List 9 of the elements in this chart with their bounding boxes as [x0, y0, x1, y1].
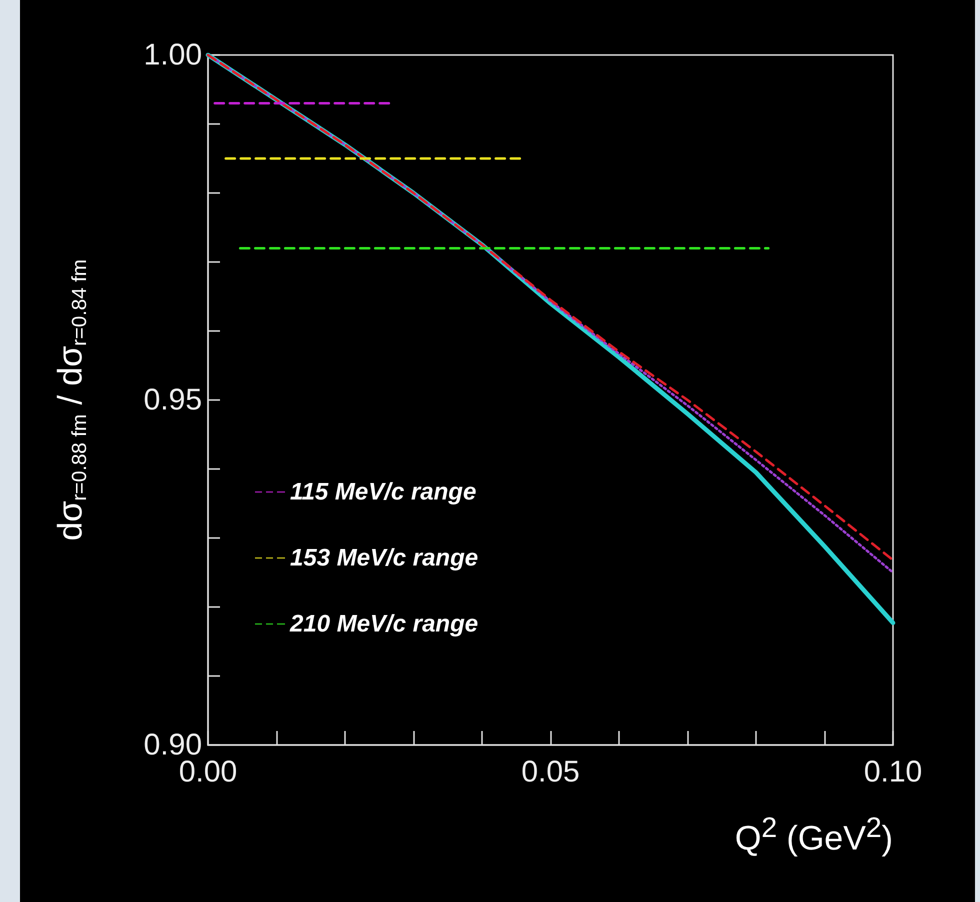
- x-tick-label: 0.10: [864, 756, 922, 788]
- legend-label: 115 MeV/c range: [290, 478, 476, 506]
- x-tick-label: 0.05: [521, 756, 580, 788]
- x-axis-title: Q$^{2}$ (GeV$^{2}$): [734, 812, 893, 858]
- y-tick-label: 1.00: [144, 38, 202, 72]
- y-tick-label: 0.95: [144, 384, 202, 416]
- y-axis-title: dσr=0.88 fm / dσr=0.84 fm: [52, 259, 91, 541]
- legend-label: 210 MeV/c range: [289, 610, 478, 638]
- legend-label: 153 MeV/c range: [290, 544, 478, 572]
